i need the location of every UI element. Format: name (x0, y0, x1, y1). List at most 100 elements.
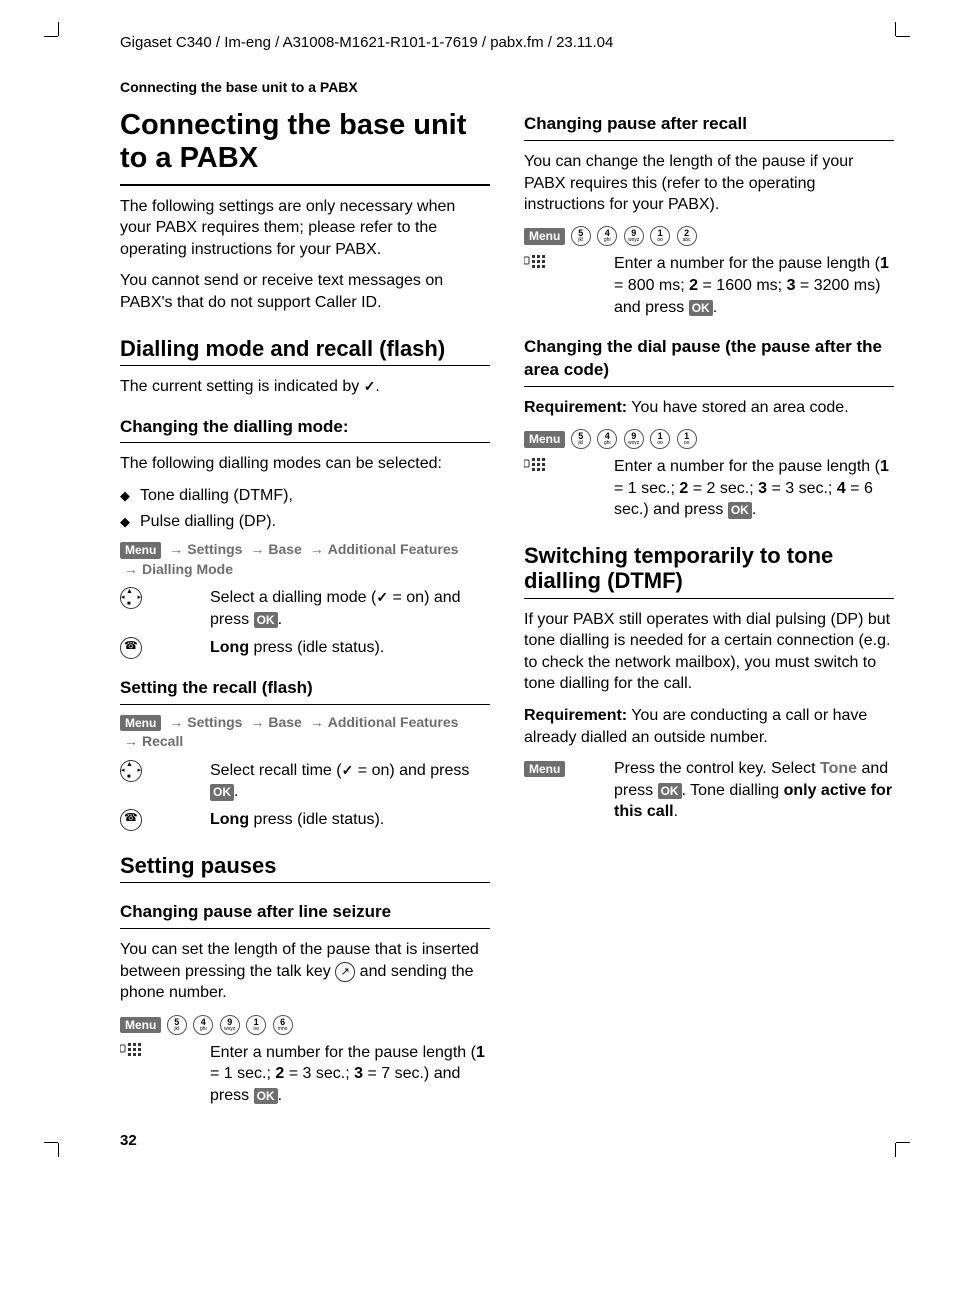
heading-3: Changing pause after recall (524, 113, 894, 141)
nav-step: Dialling Mode (142, 561, 233, 577)
heading-2: Setting pauses (120, 853, 490, 883)
digit-key-icon: 9wxyz (624, 429, 644, 449)
talk-key-icon: ↗ (335, 962, 355, 982)
heading-2: Dialling mode and recall (flash) (120, 336, 490, 366)
page-number: 32 (120, 1132, 894, 1149)
content-columns: Connecting the base unit to a PABX The f… (120, 109, 894, 1112)
crop-mark (896, 36, 910, 37)
crop-mark (44, 36, 58, 37)
ok-key-icon: OK (728, 502, 752, 518)
body-text: If your PABX still operates with dial pu… (524, 609, 894, 695)
step-text: Press the control key. Select Tone and p… (614, 758, 894, 823)
body-text: The following dialling modes can be sele… (120, 453, 490, 475)
menu-key-icon: Menu (120, 715, 161, 731)
heading-3: Changing the dial pause (the pause after… (524, 336, 894, 387)
ok-key-icon: OK (658, 783, 682, 799)
check-icon: ✓ (342, 762, 354, 778)
step-text: Long press (idle status). (210, 809, 490, 831)
body-text: You can change the length of the pause i… (524, 151, 894, 216)
nav-step: Base (268, 714, 301, 730)
step-row: Long press (idle status). (120, 809, 490, 831)
crop-mark (895, 22, 896, 36)
menu-path: Menu →Settings →Base →Additional Feature… (120, 540, 490, 579)
step-row: Enter a number for the pause length (1 =… (120, 1042, 490, 1107)
menu-key-icon: Menu (524, 431, 565, 447)
menu-key-icon: Menu (120, 1017, 161, 1033)
heading-1: Connecting the base unit to a PABX (120, 109, 490, 186)
body-text: The following settings are only necessar… (120, 196, 490, 261)
step-row: Enter a number for the pause length (1 =… (524, 456, 894, 521)
body-text: The current setting is indicated by ✓. (120, 376, 490, 398)
text: The current setting is indicated by (120, 378, 364, 395)
step-text: Enter a number for the pause length (1 =… (614, 456, 894, 521)
left-column: Connecting the base unit to a PABX The f… (120, 109, 490, 1112)
crop-mark (895, 1143, 896, 1157)
body-text: Requirement: You are conducting a call o… (524, 705, 894, 748)
running-head: Connecting the base unit to a PABX (120, 79, 894, 95)
right-column: Changing pause after recall You can chan… (524, 109, 894, 1112)
body-text: You cannot send or receive text messages… (120, 270, 490, 313)
keypad-icon (524, 456, 614, 521)
crop-mark (896, 1142, 910, 1143)
heading-3: Changing pause after line seizure (120, 901, 490, 929)
digit-key-icon: 5jkl (571, 226, 591, 246)
nav-step: Recall (142, 733, 183, 749)
crop-mark (44, 1142, 58, 1143)
step-row: ◂▸ Select recall time (✓ = on) and press… (120, 760, 490, 803)
digit-key-icon: 1oo (650, 429, 670, 449)
digit-key-icon: 9wxyz (624, 226, 644, 246)
list-item: Tone dialling (DTMF), (120, 485, 490, 507)
crop-mark (58, 22, 59, 36)
menu-key-icon: Menu (120, 542, 161, 558)
menu-key-icon: Menu (524, 228, 565, 244)
heading-3: Setting the recall (flash) (120, 677, 490, 705)
step-text: Select recall time (✓ = on) and press OK… (210, 760, 490, 803)
key-sequence: Menu 5jkl 4ghi 9wxyz 1oo 6mno (120, 1014, 490, 1036)
nav-key-icon: ◂▸ (120, 760, 210, 803)
digit-key-icon: 2abc (677, 226, 697, 246)
step-row: Long press (idle status). (120, 637, 490, 659)
step-text: Select a dialling mode (✓ = on) and pres… (210, 587, 490, 630)
header-path: Gigaset C340 / Im-eng / A31008-M1621-R10… (120, 34, 894, 51)
crop-mark (58, 1143, 59, 1157)
digit-key-icon: 1oo (246, 1015, 266, 1035)
keypad-icon (524, 253, 614, 318)
check-icon: ✓ (364, 378, 376, 394)
body-text: Requirement: You have stored an area cod… (524, 397, 894, 419)
nav-step: Additional Features (328, 541, 459, 557)
ok-key-icon: OK (254, 1088, 278, 1104)
nav-step: Settings (187, 714, 242, 730)
heading-3: Changing the dialling mode: (120, 416, 490, 444)
digit-key-icon: 5jkl (571, 429, 591, 449)
hangup-key-icon (120, 637, 210, 659)
keypad-icon (120, 1042, 210, 1107)
menu-path: Menu →Settings →Base →Additional Feature… (120, 713, 490, 752)
page: Gigaset C340 / Im-eng / A31008-M1621-R10… (0, 0, 954, 1179)
digit-key-icon: 4ghi (193, 1015, 213, 1035)
ok-key-icon: OK (254, 612, 278, 628)
nav-step: Additional Features (328, 714, 459, 730)
step-text: Long press (idle status). (210, 637, 490, 659)
step-row: Menu Press the control key. Select Tone … (524, 758, 894, 823)
digit-key-icon: 1oo (650, 226, 670, 246)
digit-key-icon: 6mno (273, 1015, 293, 1035)
heading-2: Switching temporarily to tone dialling (… (524, 543, 894, 599)
menu-key-icon: Menu (524, 758, 614, 823)
digit-key-icon: 4ghi (597, 429, 617, 449)
step-text: Enter a number for the pause length (1 =… (614, 253, 894, 318)
step-row: ◂▸ Select a dialling mode (✓ = on) and p… (120, 587, 490, 630)
ok-key-icon: OK (689, 300, 713, 316)
list-item: Pulse dialling (DP). (120, 511, 490, 533)
bullet-list: Tone dialling (DTMF), Pulse dialling (DP… (120, 485, 490, 532)
nav-key-icon: ◂▸ (120, 587, 210, 630)
hangup-key-icon (120, 809, 210, 831)
digit-key-icon: 4ghi (597, 226, 617, 246)
body-text: You can set the length of the pause that… (120, 939, 490, 1004)
step-row: Enter a number for the pause length (1 =… (524, 253, 894, 318)
digit-key-icon: 9wxyz (220, 1015, 240, 1035)
nav-step: Settings (187, 541, 242, 557)
nav-step: Base (268, 541, 301, 557)
digit-key-icon: 5jkl (167, 1015, 187, 1035)
step-text: Enter a number for the pause length (1 =… (210, 1042, 490, 1107)
key-sequence: Menu 5jkl 4ghi 9wxyz 1oo 1oo (524, 429, 894, 451)
